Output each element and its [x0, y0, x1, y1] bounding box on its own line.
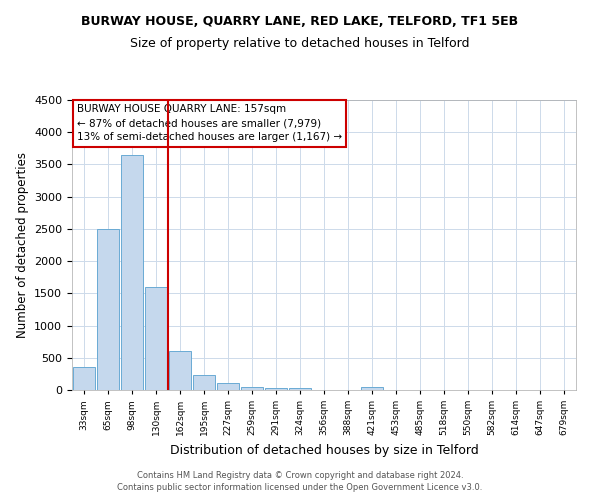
- Text: Contains HM Land Registry data © Crown copyright and database right 2024.
Contai: Contains HM Land Registry data © Crown c…: [118, 471, 482, 492]
- Bar: [289, 388, 311, 390]
- Bar: [97, 229, 119, 390]
- Bar: [241, 387, 263, 390]
- Bar: [169, 352, 191, 390]
- Y-axis label: Number of detached properties: Number of detached properties: [16, 152, 29, 338]
- Bar: [265, 388, 287, 390]
- Text: BURWAY HOUSE, QUARRY LANE, RED LAKE, TELFORD, TF1 5EB: BURWAY HOUSE, QUARRY LANE, RED LAKE, TEL…: [82, 15, 518, 28]
- Text: Size of property relative to detached houses in Telford: Size of property relative to detached ho…: [130, 38, 470, 51]
- Bar: [193, 374, 215, 390]
- Bar: [217, 383, 239, 390]
- Bar: [73, 368, 95, 390]
- Bar: [145, 287, 167, 390]
- Text: BURWAY HOUSE QUARRY LANE: 157sqm
← 87% of detached houses are smaller (7,979)
13: BURWAY HOUSE QUARRY LANE: 157sqm ← 87% o…: [77, 104, 342, 142]
- Bar: [361, 387, 383, 390]
- X-axis label: Distribution of detached houses by size in Telford: Distribution of detached houses by size …: [170, 444, 478, 456]
- Bar: [121, 155, 143, 390]
